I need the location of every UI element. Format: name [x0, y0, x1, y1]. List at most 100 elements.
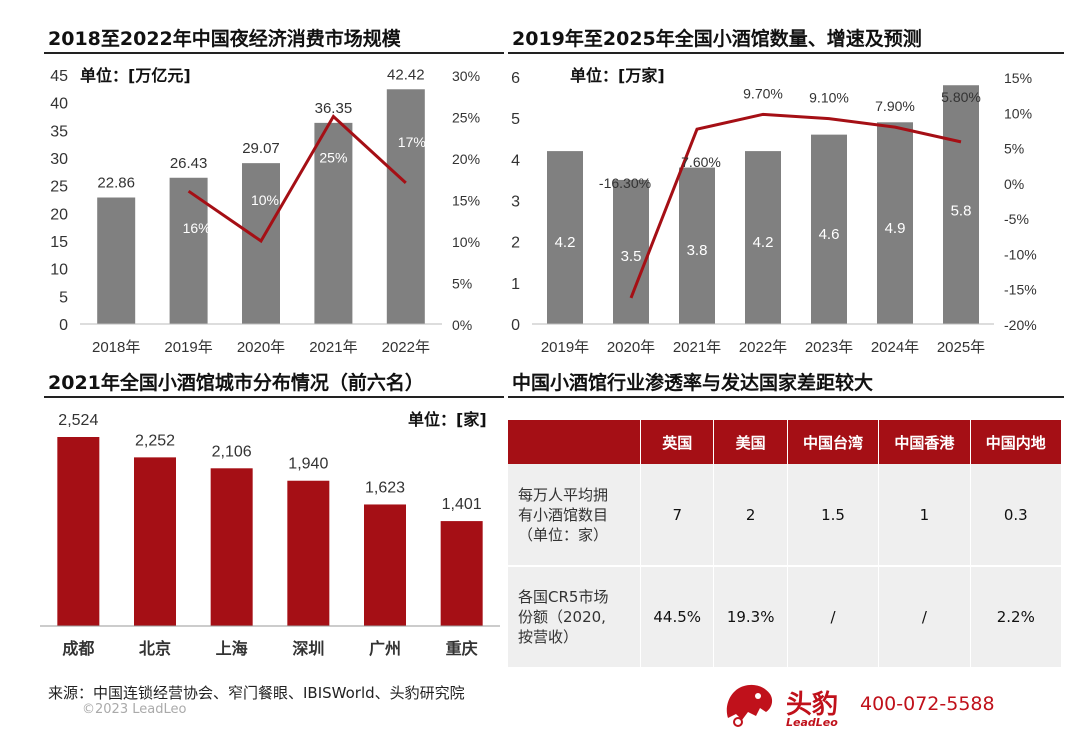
- source-note: 来源：中国连锁经营协会、窄门餐眼、IBISWorld、头豹研究院: [48, 684, 465, 702]
- chart1-y2-tick: 25%: [452, 110, 480, 126]
- chart1-y2-tick: 0%: [452, 317, 472, 333]
- chart1-bar-label: 42.42: [387, 66, 425, 83]
- chart3-bar: [210, 468, 253, 626]
- leopard-logo-icon: [726, 684, 773, 727]
- row-label-line: 按营收）: [518, 628, 579, 646]
- chart3-bar: [364, 504, 406, 626]
- chart2-y-tick: 0: [511, 317, 520, 334]
- chart3-bar-label: 1,401: [442, 496, 482, 513]
- chart2-y-tick: 6: [511, 70, 520, 87]
- chart2-bar-label: 4.6: [819, 226, 840, 243]
- chart1-y-tick: 40: [50, 96, 68, 113]
- row-label-line: 每万人平均拥: [518, 485, 609, 504]
- chart2-bar: [613, 179, 649, 324]
- chart1-y-tick: 25: [50, 179, 68, 196]
- row-label-line: 各国CR5市场: [518, 588, 609, 606]
- chart3-bar-label: 2,524: [58, 412, 98, 429]
- chart2-title: 2019年至2025年全国小酒馆数量、增速及预测: [512, 28, 922, 50]
- table-row: 各国CR5市场 份额（2020, 按营收） 44.5% 19.3% / / 2.…: [508, 566, 1063, 669]
- chart2-unit: 单位：[万家]: [570, 66, 665, 85]
- table-cell: 1: [878, 464, 971, 567]
- brand-phone: 400-072-5588: [860, 693, 995, 715]
- chart1-bar-label: 36.35: [315, 100, 353, 117]
- chart3-bar: [440, 521, 483, 626]
- table-row: 每万人平均拥 有小酒馆数目 （单位：家） 7 2 1.5 1 0.3: [508, 464, 1063, 567]
- chart2-x-tick: 2020年: [607, 339, 655, 356]
- penetration-table: 英国 美国 中国台湾 中国香港 中国内地 每万人平均拥 有小酒馆数目 （单位：家…: [508, 420, 1063, 669]
- table-cell: 7: [640, 464, 715, 567]
- table-row-label: 每万人平均拥 有小酒馆数目 （单位：家）: [508, 464, 641, 567]
- chart2-x-tick: 2021年: [673, 339, 721, 356]
- chart2-growth-label: 9.10%: [809, 90, 849, 106]
- chart2-y2-tick: 15%: [1004, 70, 1032, 86]
- table-cell: 1.5: [787, 464, 880, 567]
- chart2-bar-label: 5.8: [951, 202, 972, 219]
- chart2-y-tick: 1: [511, 276, 520, 293]
- chart3-bar: [287, 480, 330, 626]
- chart2-x-tick: 2023年: [805, 339, 853, 356]
- chart1-title-rule: [44, 52, 504, 54]
- chart3-bar-label: 1,940: [288, 456, 328, 473]
- chart2-bar-label: 3.8: [687, 242, 708, 259]
- chart1-bar: [169, 177, 208, 324]
- table-header-us: 美国: [713, 420, 788, 464]
- table-cell: 19.3%: [713, 566, 788, 669]
- chart1-x-tick: 2019年: [164, 339, 212, 356]
- chart2-y-tick: 5: [511, 111, 520, 128]
- brand-name: 头豹: [786, 690, 839, 720]
- chart1-y-tick: 35: [50, 123, 68, 140]
- chart1-growth-line: [187, 114, 407, 244]
- chart2-x-tick: 2024年: [871, 339, 919, 356]
- chart1-y2-tick: 20%: [452, 151, 480, 167]
- table-cell: 0.3: [970, 464, 1063, 567]
- chart2-bar-label: 4.2: [753, 234, 774, 251]
- table-title-rule: [508, 396, 1064, 398]
- chart2-x-tick: 2019年: [541, 339, 589, 356]
- chart1-x-tick: 2022年: [382, 339, 430, 356]
- chart2-bar-label: 3.5: [621, 248, 642, 265]
- chart1-bar-label: 22.86: [97, 175, 135, 192]
- table-header-hongkong: 中国香港: [878, 420, 971, 464]
- chart1-title: 2018至2022年中国夜经济消费市场规模: [48, 28, 401, 50]
- brand-english: LeadLeo: [786, 716, 838, 729]
- chart1-bar-label: 26.43: [170, 155, 208, 172]
- table-header-uk: 英国: [640, 420, 715, 464]
- chart3-x-tick: 重庆: [446, 639, 478, 658]
- chart1-growth-label: 25%: [319, 150, 347, 166]
- chart2-y2-tick: 5%: [1004, 141, 1024, 157]
- chart2-y2-tick: 10%: [1004, 105, 1032, 121]
- chart1-growth-label: 17%: [398, 134, 426, 150]
- chart2-growth-label: 5.80%: [941, 89, 981, 105]
- chart3-x-tick: 深圳: [292, 639, 324, 658]
- chart1-y-tick: 10: [50, 262, 68, 279]
- chart2-bar-label: 4.9: [885, 220, 906, 237]
- chart1-growth-label: 16%: [183, 220, 211, 236]
- chart1-y-tick: 15: [50, 234, 68, 251]
- chart2-growth-label: 7.90%: [875, 98, 915, 114]
- chart2-bar-label: 4.2: [555, 234, 576, 251]
- chart2-y2-tick: -20%: [1004, 317, 1037, 333]
- chart3-bar: [134, 457, 176, 626]
- chart1-y-tick: 5: [59, 289, 68, 306]
- chart2-y-tick: 3: [511, 194, 520, 211]
- table-row-label: 各国CR5市场 份额（2020, 按营收）: [508, 566, 641, 669]
- chart1-y2-tick: 15%: [452, 193, 480, 209]
- chart1-bar: [386, 89, 425, 324]
- table-cell: 2: [713, 464, 788, 567]
- chart1-growth-label: 10%: [251, 192, 279, 208]
- table-cell: /: [878, 566, 971, 669]
- copyright-text: ©2023 LeadLeo: [82, 702, 187, 717]
- chart3-title-rule: [44, 396, 504, 398]
- chart1-x-tick: 2021年: [309, 339, 357, 356]
- row-label-line: 有小酒馆数目: [518, 505, 609, 524]
- table-cell: 44.5%: [640, 566, 715, 669]
- chart2-growth-line: [629, 112, 962, 299]
- row-label-line: 份额（2020,: [518, 608, 606, 626]
- chart1-bar: [314, 122, 353, 324]
- chart1-x-tick: 2020年: [237, 339, 285, 356]
- chart1-y2-tick: 5%: [452, 276, 472, 292]
- table-header-mainland: 中国内地: [970, 420, 1063, 464]
- table-header-row: 英国 美国 中国台湾 中国香港 中国内地: [508, 420, 1063, 464]
- chart2-x-tick: 2025年: [937, 339, 985, 356]
- chart3-unit: 单位：[家]: [408, 410, 487, 429]
